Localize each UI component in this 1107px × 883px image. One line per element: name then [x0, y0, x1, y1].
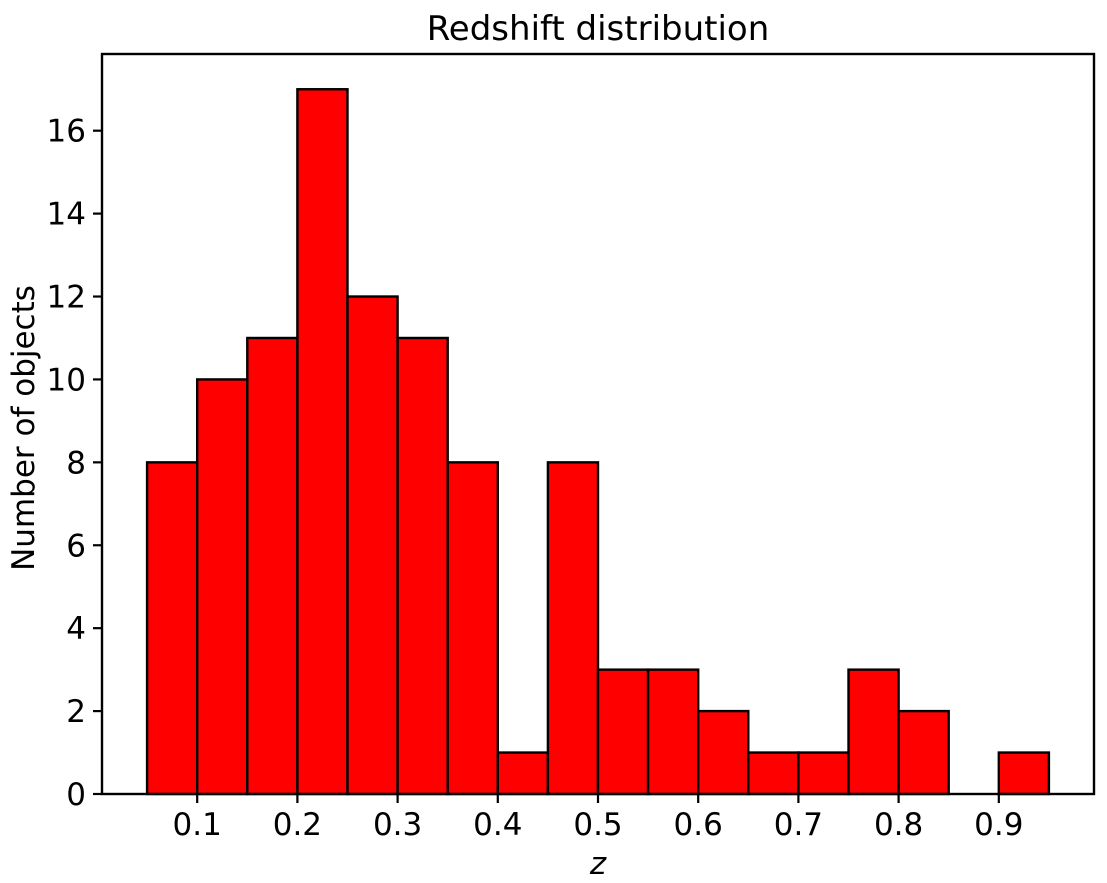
y-axis-label: Number of objects — [6, 285, 42, 571]
y-tick-label: 6 — [66, 528, 86, 564]
histogram-bar — [697, 709, 750, 796]
histogram-bar — [195, 378, 249, 796]
y-tick-label: 10 — [47, 362, 86, 398]
histogram-bar — [797, 751, 850, 796]
x-tick-label: 0.5 — [573, 807, 622, 843]
x-tick-label: 0.6 — [674, 807, 723, 843]
x-tick-label: 0.3 — [373, 807, 422, 843]
y-tick-label: 16 — [47, 114, 86, 150]
tick-layer: 0.1 0.2 0.3 0.4 0.5 0.6 0.7 0.8 0.9 0 2 4 6 8 10 12 14 16 — [47, 114, 1024, 843]
histogram-bar — [847, 668, 900, 796]
x-tick-label: 0.4 — [473, 807, 522, 843]
chart-title: Redshift distribution — [427, 9, 770, 49]
histogram-bar — [646, 668, 700, 796]
histogram-bar — [997, 751, 1051, 796]
y-tick-label: 2 — [66, 694, 86, 730]
histogram-bar — [296, 88, 349, 796]
histogram-bar — [496, 751, 550, 796]
y-tick-label: 4 — [66, 611, 86, 647]
y-tick-label: 8 — [66, 445, 86, 481]
histogram-bar — [546, 461, 600, 796]
y-tick-label: 0 — [66, 777, 86, 813]
bars-layer — [145, 88, 1051, 796]
x-tick-label: 0.1 — [173, 807, 222, 843]
y-tick-label: 14 — [47, 197, 86, 233]
x-tick-label: 0.2 — [273, 807, 322, 843]
histogram-bar — [145, 461, 199, 796]
y-tick-label: 12 — [47, 280, 86, 316]
histogram-bar — [246, 336, 299, 796]
x-axis-label: z — [589, 846, 607, 882]
x-tick-label: 0.9 — [974, 807, 1023, 843]
x-tick-label: 0.8 — [874, 807, 923, 843]
histogram-bar — [596, 668, 650, 796]
histogram-bar — [346, 295, 399, 796]
histogram-bar — [396, 336, 449, 796]
histogram-bar — [747, 751, 800, 796]
histogram-bar — [897, 709, 950, 796]
x-tick-label: 0.7 — [774, 807, 823, 843]
histogram-bar — [446, 461, 500, 796]
